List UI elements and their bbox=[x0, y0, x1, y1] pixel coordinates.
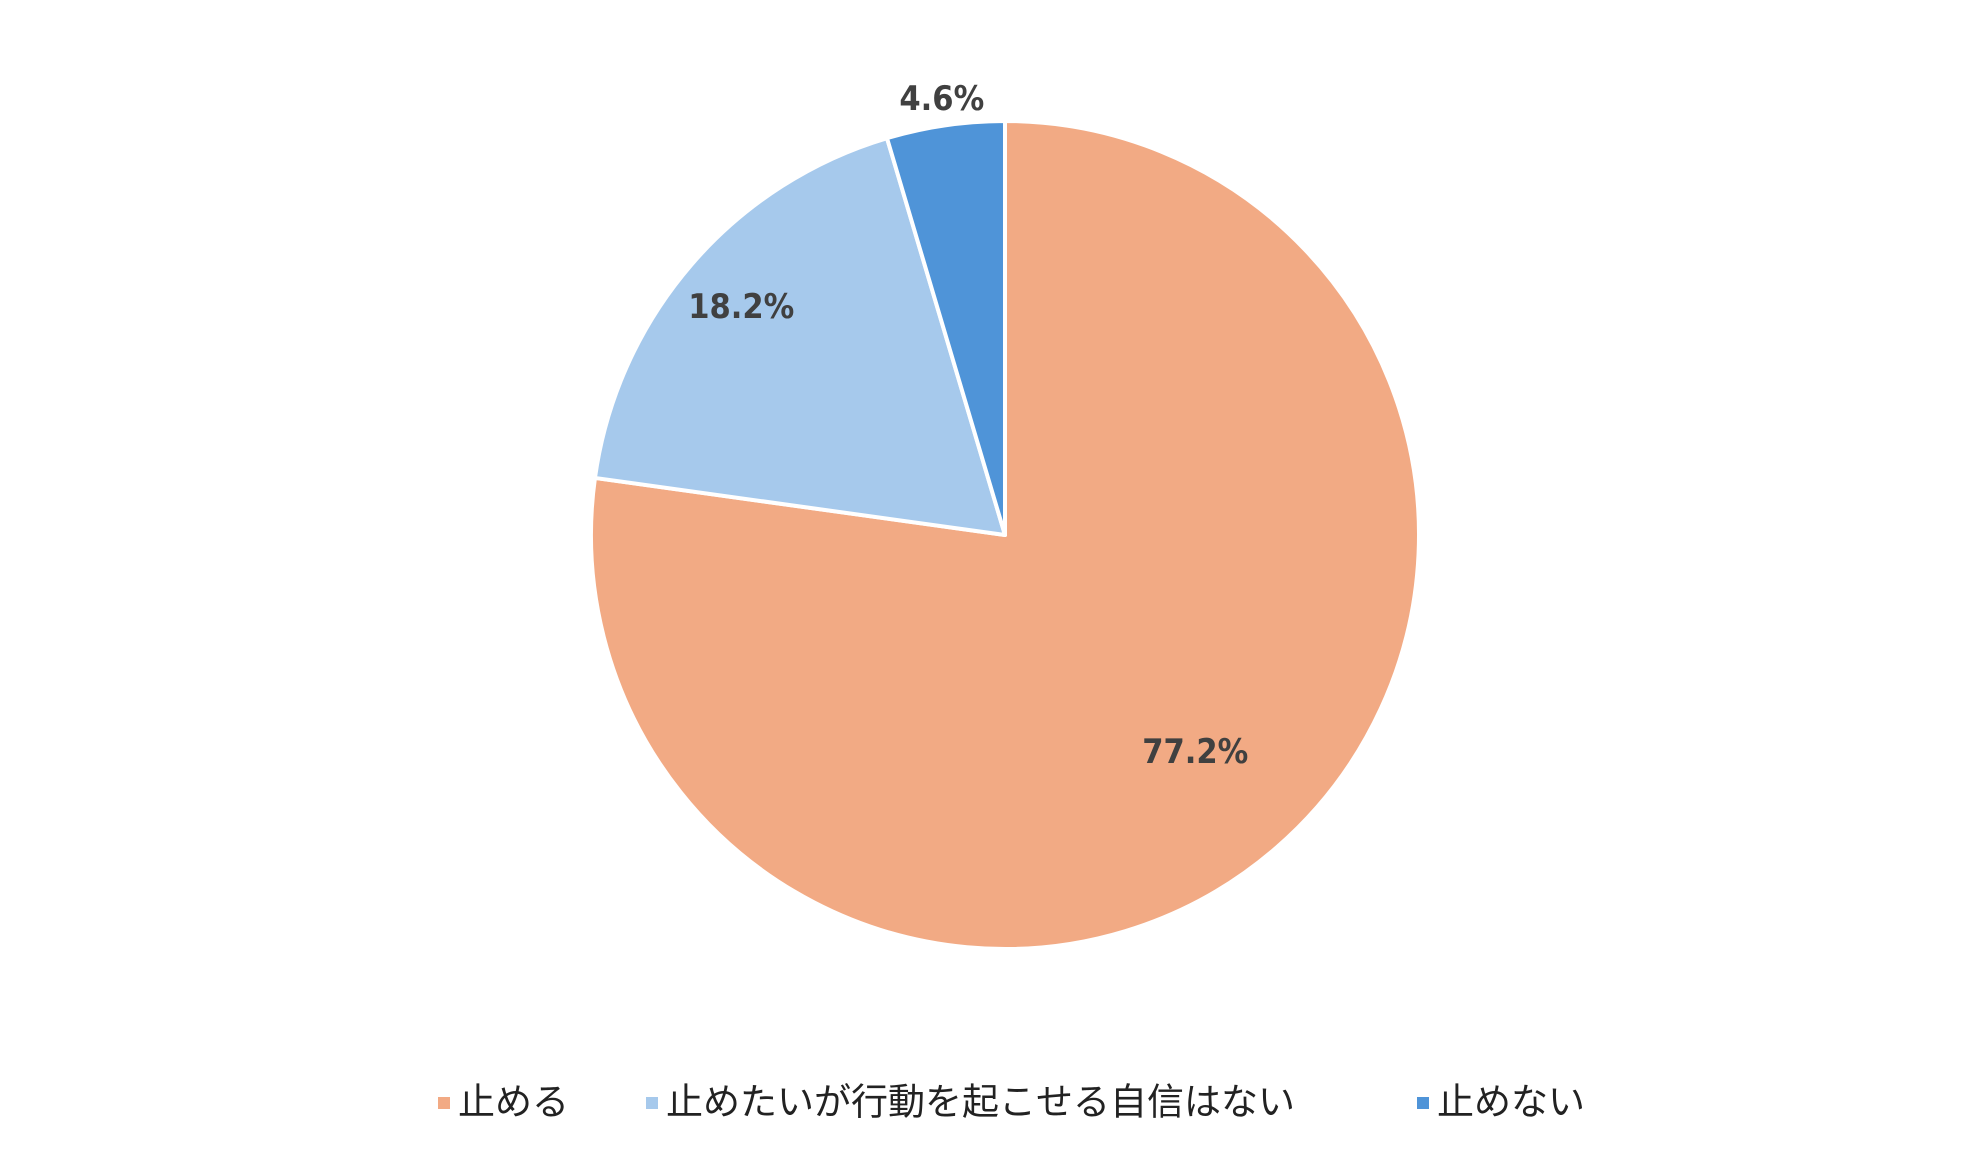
data-labels: 77.2% 18.2% 4.6% bbox=[688, 79, 1248, 772]
legend-label: 止める bbox=[458, 1081, 569, 1124]
data-label: 77.2% bbox=[1142, 732, 1248, 772]
legend-swatch bbox=[646, 1097, 658, 1109]
pie-slice bbox=[592, 136, 1007, 537]
legend: 止める 止めたいが行動を起こせる自信はない 止めない bbox=[438, 1081, 1585, 1124]
pie-slice bbox=[885, 119, 1007, 537]
legend-label: 止めない bbox=[1437, 1081, 1585, 1124]
legend-swatch bbox=[1417, 1097, 1429, 1109]
legend-swatch bbox=[438, 1097, 450, 1109]
data-label: 18.2% bbox=[688, 287, 794, 327]
data-label: 4.6% bbox=[899, 79, 984, 119]
legend-label: 止めたいが行動を起こせる自信はない bbox=[666, 1081, 1295, 1124]
pie bbox=[589, 119, 1421, 951]
